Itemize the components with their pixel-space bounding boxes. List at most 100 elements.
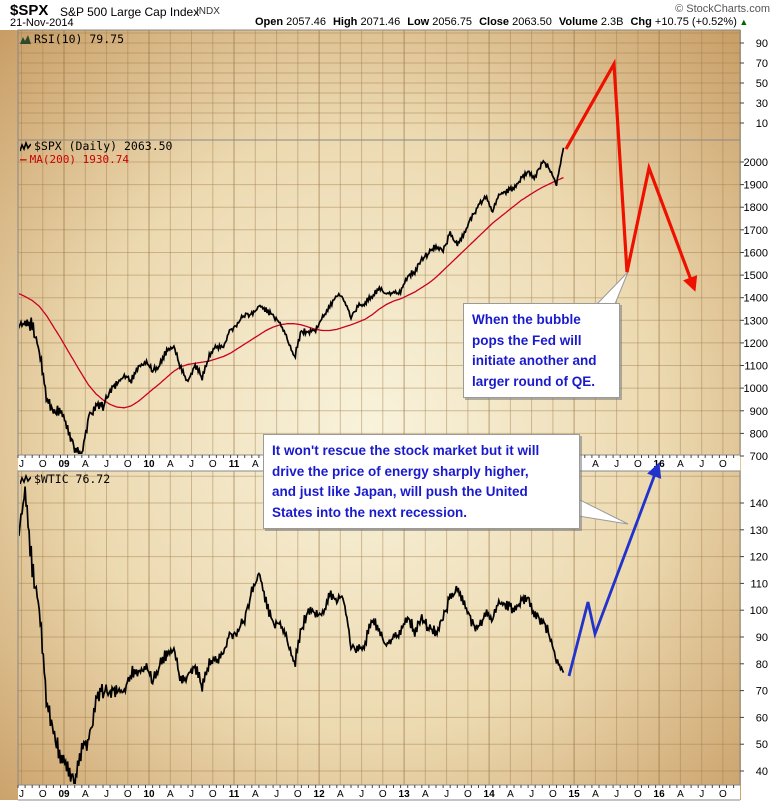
y-axis-label: 900 xyxy=(750,406,768,418)
y-axis-label: 70 xyxy=(756,686,768,698)
x-axis-label: A xyxy=(592,459,599,470)
y-axis-label: 140 xyxy=(750,498,768,510)
quote-label: Close xyxy=(479,16,510,28)
x-axis-label: A xyxy=(337,789,344,800)
x-axis-label: O xyxy=(549,789,557,800)
x-axis-label: O xyxy=(209,459,217,470)
oil-chart-icon xyxy=(20,473,31,484)
y-axis-label: 110 xyxy=(750,578,768,590)
callout-qe: When the bubble pops the Fed will initiate… xyxy=(463,303,620,398)
x-axis-label: 14 xyxy=(484,789,496,800)
y-axis-label: 50 xyxy=(756,78,768,90)
y-axis-label: 1000 xyxy=(744,383,768,395)
x-axis-label: 15 xyxy=(569,789,581,800)
x-axis-label: 16 xyxy=(654,459,666,470)
x-axis-label: J xyxy=(614,789,619,800)
quote-value: 2071.46 xyxy=(357,16,401,28)
quote-label: Chg xyxy=(630,16,652,28)
x-axis-label: J xyxy=(189,789,194,800)
x-axis-label: 13 xyxy=(399,789,411,800)
x-axis-label: J xyxy=(19,789,24,800)
callout-line: States into the next recession. xyxy=(272,504,468,520)
callout-line: When the bubble xyxy=(472,312,581,327)
symbol: $SPX xyxy=(10,2,49,19)
x-axis-label: J xyxy=(104,459,109,470)
quote-value: 2056.75 xyxy=(429,16,473,28)
x-axis-label: 09 xyxy=(58,789,70,800)
price-value-label: $SPX (Daily) 2063.50 xyxy=(34,139,173,153)
x-axis-label: 16 xyxy=(654,789,666,800)
x-axis-label: O xyxy=(719,789,727,800)
y-axis-label: 1800 xyxy=(744,202,768,214)
x-axis-label: A xyxy=(252,459,259,470)
rsi-panel-label: RSI(10) 79.75 xyxy=(20,32,124,46)
indicator-icon xyxy=(20,34,31,44)
x-axis-label: O xyxy=(719,459,727,470)
callout-line: initiate another and xyxy=(472,353,597,368)
quote-label: High xyxy=(332,16,358,28)
quote-value: +10.75 (+0.52%) xyxy=(651,16,737,28)
y-axis-label: 1700 xyxy=(744,225,768,237)
quote-value: 2.3B xyxy=(597,16,624,28)
y-axis-label: 40 xyxy=(756,766,768,778)
x-axis-label: 12 xyxy=(314,789,326,800)
x-axis-label: J xyxy=(104,789,109,800)
y-axis-label: 1500 xyxy=(744,270,768,282)
x-axis-label: A xyxy=(592,789,599,800)
x-axis-label: A xyxy=(252,789,259,800)
x-axis-label: A xyxy=(82,459,89,470)
chart-background xyxy=(0,30,741,800)
y-axis-label: 700 xyxy=(750,451,768,463)
x-axis-label: 11 xyxy=(229,459,240,470)
price-chart-icon xyxy=(20,140,31,151)
x-axis-label: J xyxy=(699,789,704,800)
y-axis-label: 100 xyxy=(750,605,768,617)
ma-line-swatch: — xyxy=(20,153,27,166)
ohlc-quote-row: Open 2057.46 High 2071.46 Low 2056.75 Close… xyxy=(248,16,748,28)
spx-price-line xyxy=(19,147,565,454)
x-axis-label: 10 xyxy=(143,789,155,800)
x-axis-label: J xyxy=(274,789,279,800)
x-axis-label: O xyxy=(634,459,642,470)
x-axis-label: O xyxy=(39,459,47,470)
quote-label: Open xyxy=(255,16,284,28)
y-axis-label: 1100 xyxy=(744,361,768,373)
y-axis-label: 90 xyxy=(756,38,768,50)
copyright-watermark: © StockCharts.com xyxy=(675,3,770,15)
x-axis-label: A xyxy=(167,459,174,470)
quote-value: 2063.50 xyxy=(509,16,552,28)
y-axis-label: 130 xyxy=(750,525,768,537)
callout-line: drive the price of energy sharply higher… xyxy=(272,463,529,479)
x-axis-label: O xyxy=(124,789,132,800)
x-axis-label: O xyxy=(379,789,387,800)
x-axis-label: A xyxy=(422,789,429,800)
x-axis-label: O xyxy=(464,789,472,800)
y-axis-label: 60 xyxy=(756,712,768,724)
rsi-value-label: RSI(10) 79.75 xyxy=(34,32,125,46)
x-axis-label: J xyxy=(614,459,619,470)
x-axis-label: O xyxy=(209,789,217,800)
wtic-value-label: $WTIC 76.72 xyxy=(34,472,111,486)
spx-crash-forecast-arrow xyxy=(564,58,698,292)
y-axis-label: 1200 xyxy=(744,338,768,350)
x-axis-label: O xyxy=(294,789,302,800)
y-axis-label: 70 xyxy=(756,58,768,70)
x-axis-label: 09 xyxy=(58,459,70,470)
y-axis-label: 800 xyxy=(750,428,768,440)
x-axis-label: 11 xyxy=(229,789,240,800)
x-axis-label: A xyxy=(82,789,89,800)
x-axis-label: J xyxy=(19,459,24,470)
x-axis-label: A xyxy=(167,789,174,800)
x-axis-label: 10 xyxy=(143,459,155,470)
quote-value: 2057.46 xyxy=(283,16,326,28)
callout-line: It won't rescue the stock market but it … xyxy=(272,443,540,458)
exchange-tag: INDX xyxy=(196,6,220,17)
y-axis-label: 120 xyxy=(750,552,768,564)
y-axis-label: 50 xyxy=(756,739,768,751)
wtic-price-line xyxy=(19,486,565,784)
quote-label: Volume xyxy=(558,16,598,28)
oil-spike-forecast-arrow xyxy=(567,462,662,677)
y-axis-label: 30 xyxy=(756,98,768,110)
x-axis-label: A xyxy=(507,789,514,800)
